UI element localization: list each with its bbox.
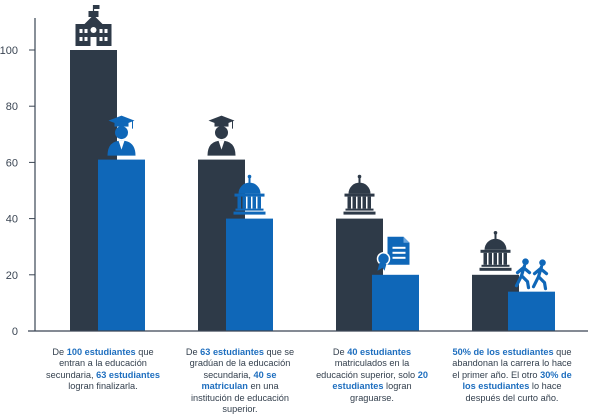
caption-highlight: 40 estudiantes: [347, 347, 412, 357]
caption-highlight: 63 estudiantes: [96, 369, 160, 380]
y-tick-label: 100: [0, 45, 18, 57]
bar-group-3-blue: [372, 274, 419, 331]
university-icon: [343, 174, 376, 215]
caption-text: que abandonan la carrera lo hace el prim…: [452, 347, 572, 380]
y-tick-label: 60: [6, 157, 18, 169]
caption-text: lo hace después del curto año.: [465, 381, 562, 403]
caption-highlight: 40 se matriculan: [201, 369, 277, 392]
caption-highlight: 50% de los estudiantes: [452, 347, 554, 357]
bar-group-1-blue: [98, 159, 145, 331]
caption-text: que entran a la educación secundaria,: [46, 347, 154, 380]
university-icon: [233, 174, 266, 215]
caption-text: De: [185, 347, 201, 357]
y-tick-label: 80: [6, 101, 18, 113]
caption-highlight: 100 estudiantes: [66, 347, 136, 357]
caption-text: que se gradúan de la educación secundari…: [189, 347, 295, 380]
axis-layer: 0 20 40 60 80 100: [0, 18, 588, 338]
running-people-icon: [514, 258, 549, 291]
university-icon: [479, 231, 512, 271]
caption-3: De 40 estudiantes matriculados en la edu…: [314, 347, 430, 404]
y-tick-label: 0: [12, 326, 18, 338]
y-tick-label: 40: [6, 214, 18, 226]
y-tick-label: 20: [6, 270, 18, 282]
school-building-icon: [75, 5, 112, 46]
caption-highlight: 63 estudiantes: [200, 347, 264, 357]
caption-text: matriculados en la educación superior, s…: [316, 358, 418, 380]
caption-text: logran finalizarla.: [68, 381, 138, 392]
bars-layer: [70, 50, 555, 331]
graduate-icon: [107, 115, 136, 156]
caption-1: De 100 estudiantes que entran a la educa…: [40, 347, 166, 393]
bar-group-2-blue: [226, 218, 273, 331]
caption-text: De: [332, 347, 348, 357]
caption-text: en una institución de educación superior…: [190, 381, 290, 415]
bar-group-4-blue: [508, 291, 555, 331]
caption-text: logran graguarse.: [350, 381, 412, 403]
caption-highlight: 20 estudiantes: [332, 369, 428, 392]
caption-highlight: 30% de los estudiantes: [462, 369, 572, 392]
graduate-icon: [207, 115, 236, 156]
diploma-icon: [376, 236, 410, 271]
icons-layer: [75, 5, 549, 291]
caption-2: De 63 estudiantes que se gradúan de la e…: [182, 347, 298, 415]
caption-4: 50% de los estudiantes que abandonan la …: [448, 347, 576, 404]
caption-text: De: [52, 347, 67, 357]
